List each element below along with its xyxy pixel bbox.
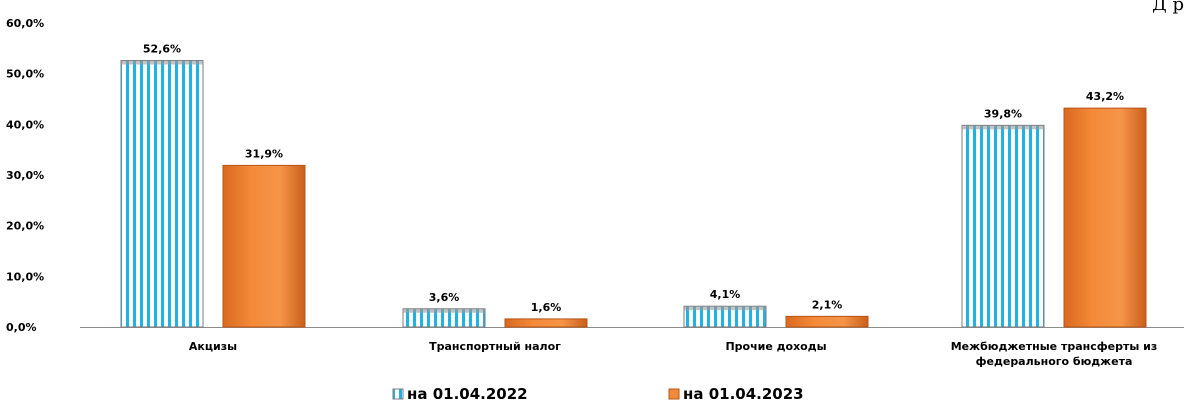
bar-top-shade (962, 125, 1044, 130)
data-label: 39,8% (984, 107, 1022, 120)
bar-series-2023 (1063, 107, 1147, 328)
legend-swatch (392, 388, 404, 400)
bar-top-shade (684, 306, 766, 311)
category-label: Транспортный налог (429, 340, 561, 353)
category-label: Межбюджетные трансферты из федерального б… (951, 340, 1158, 368)
data-label: 4,1% (710, 288, 741, 301)
x-axis: Акцизы Транспортный налог Прочие доходы Меж… (80, 327, 1184, 368)
legend-label: на 01.04.2022 (407, 385, 528, 403)
y-tick-label: 60,0% (6, 17, 44, 30)
bar-series-2023 (504, 318, 588, 328)
data-label: 3,6% (429, 291, 460, 304)
bar-series-2022 (961, 124, 1045, 328)
bar-series-2023 (222, 164, 306, 328)
data-label: 31,9% (245, 147, 283, 160)
category-label: Акцизы (189, 340, 237, 353)
bar-series-2023 (785, 315, 869, 328)
legend-label: на 01.04.2023 (683, 385, 804, 403)
bar-series-2022 (120, 59, 204, 328)
y-tick-label: 30,0% (6, 169, 44, 182)
corner-text-fragment: Д р (1152, 0, 1184, 15)
y-tick-label: 50,0% (6, 68, 44, 81)
legend-swatch (668, 388, 680, 400)
bars: 52,6% 3,6% 4,1% 39,8% 31,9% 1,6% 2,1% 43,2% (120, 42, 1147, 328)
bar-top-shade (121, 60, 203, 65)
category-label: Прочие доходы (725, 340, 826, 353)
data-label: 43,2% (1086, 90, 1124, 103)
bar-top-shade (403, 308, 485, 313)
data-label: 52,6% (143, 42, 181, 55)
y-tick-label: 10,0% (6, 270, 44, 283)
y-tick-label: 20,0% (6, 220, 44, 233)
y-tick-label: 0,0% (6, 321, 37, 334)
data-label: 1,6% (531, 301, 562, 314)
legend: на 01.04.2022 на 01.04.2023 (392, 385, 804, 403)
data-label: 2,1% (812, 298, 843, 311)
y-axis: 0,0% 10,0% 20,0% 30,0% 40,0% 50,0% 60,0% (6, 17, 44, 334)
y-tick-label: 40,0% (6, 118, 44, 131)
